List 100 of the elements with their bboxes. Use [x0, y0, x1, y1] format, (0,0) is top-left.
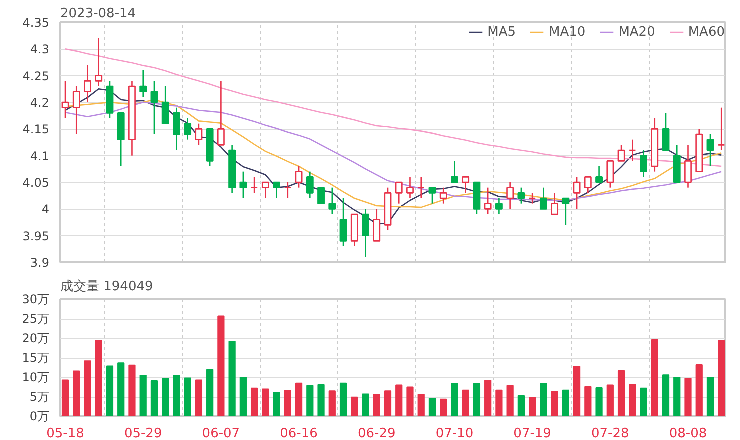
y-tick-label: 10万: [22, 370, 50, 384]
candlestick: [406, 176, 414, 200]
candlestick: [440, 187, 448, 204]
bar: [128, 364, 136, 416]
bar: [674, 377, 681, 416]
bar: [140, 375, 147, 416]
candlestick: [573, 176, 581, 210]
x-tick-label: 07-10: [436, 426, 474, 440]
bar: [540, 383, 548, 416]
bar: [306, 385, 314, 416]
candlestick: [328, 187, 336, 216]
x-tick-label: 05-29: [124, 426, 162, 440]
bar: [362, 394, 370, 416]
chart-title: 成交量 194049: [60, 278, 154, 294]
candlestick: [162, 86, 170, 124]
candlestick: [217, 80, 225, 146]
bar: [250, 388, 258, 416]
y-tick-label: 5万: [30, 390, 50, 404]
candlestick: [373, 208, 381, 242]
y-tick-label: 4.25: [22, 69, 50, 84]
candlestick: [284, 182, 292, 200]
candlestick: [306, 171, 314, 200]
candlestick: [362, 208, 370, 258]
candlestick: [84, 64, 92, 104]
y-tick-label: 4: [42, 202, 50, 217]
bar: [84, 360, 92, 416]
bar: [273, 392, 280, 416]
y-tick-label: 4.1: [30, 149, 50, 164]
bar: [562, 390, 570, 416]
bar: [462, 390, 470, 416]
legend-label: MA60: [688, 24, 725, 40]
bar: [228, 341, 236, 416]
bar: [428, 398, 436, 416]
bar: [118, 362, 125, 416]
x-tick-label: 08-08: [669, 426, 708, 440]
bar: [473, 383, 481, 416]
candlestick: [706, 134, 714, 168]
bar: [551, 391, 558, 416]
candlestick: [418, 176, 426, 200]
candlestick: [262, 182, 270, 200]
candlestick: [484, 187, 492, 216]
candlestick: [173, 107, 180, 152]
candlestick: [140, 70, 148, 98]
candlestick: [451, 160, 458, 184]
x-tick-label: 07-28: [592, 426, 630, 440]
x-tick-label: 05-18: [46, 426, 84, 440]
bar: [351, 396, 358, 416]
y-tick-label: 4.05: [22, 176, 50, 190]
y-tick-label: 4.2: [30, 96, 50, 110]
bar: [518, 395, 525, 416]
y-tick-label: 4.35: [22, 16, 50, 30]
candlestick: [518, 187, 526, 204]
bar: [629, 384, 636, 416]
bar: [295, 382, 303, 416]
bar: [62, 380, 70, 416]
bar: [718, 340, 726, 416]
candlestick: [72, 86, 80, 136]
y-tick-label: 0万: [30, 410, 50, 424]
candlestick: [528, 192, 536, 204]
candlestick: [718, 107, 726, 152]
y-tick-label: 4.3: [30, 42, 50, 57]
candlestick: [240, 171, 248, 200]
y-tick-label: 20万: [22, 332, 50, 346]
candlestick: [273, 182, 280, 200]
candlestick: [428, 187, 436, 204]
candlestick: [596, 166, 603, 184]
candlestick: [340, 198, 348, 248]
candlestick: [295, 166, 303, 188]
y-tick-label: 30万: [22, 292, 50, 306]
candlestick: [562, 198, 570, 226]
bar: [162, 378, 170, 416]
bar: [284, 390, 292, 416]
candlestick: [506, 182, 514, 210]
candlestick: [606, 160, 614, 188]
legend-label: MA5: [488, 24, 516, 40]
candlestick: [628, 139, 636, 162]
bar: [262, 388, 270, 416]
candlestick: [540, 187, 548, 210]
bar: [173, 375, 180, 416]
candlestick: [95, 38, 103, 88]
bar: [484, 380, 492, 416]
candlestick: [318, 187, 325, 204]
bar: [206, 369, 214, 416]
candlestick: [395, 182, 403, 204]
x-tick-label: 06-16: [280, 426, 318, 440]
bar: [706, 377, 714, 416]
y-tick-label: 3.9: [30, 256, 50, 270]
candlestick: [684, 144, 692, 188]
y-tick-label: 15万: [22, 351, 50, 365]
candlestick: [495, 198, 503, 216]
candlestick: [584, 176, 592, 194]
bar: [529, 397, 536, 416]
bar: [618, 370, 626, 416]
bar: [606, 384, 614, 416]
bar: [451, 383, 458, 416]
bar: [584, 386, 592, 416]
bar: [496, 390, 503, 416]
candlestick: [184, 118, 192, 140]
bar: [318, 384, 325, 416]
candlestick: [551, 192, 559, 216]
